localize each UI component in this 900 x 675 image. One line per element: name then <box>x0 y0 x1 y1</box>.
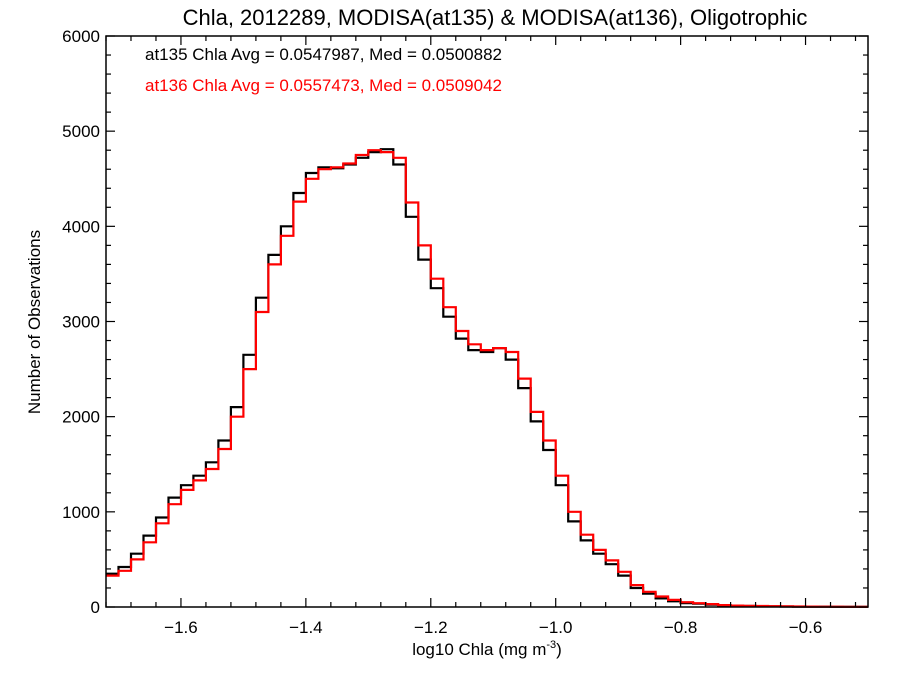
y-tick-label: 1000 <box>62 503 100 522</box>
y-tick-label: 0 <box>91 598 100 617</box>
y-tick-label: 3000 <box>62 313 100 332</box>
plot-frame <box>105 35 869 608</box>
x-tick-label: −1.2 <box>414 618 448 637</box>
x-axis-label-close: ) <box>556 640 562 659</box>
annotation-at136: at136 Chla Avg = 0.0557473, Med = 0.0509… <box>145 76 502 95</box>
x-axis-label: log10 Chla (mg m-3) <box>412 639 562 659</box>
y-tick-label: 5000 <box>62 122 100 141</box>
x-axis-label-superscript: -3 <box>546 639 556 651</box>
series-layer <box>106 148 868 608</box>
x-axis-label-main: log10 Chla (mg m <box>412 640 546 659</box>
x-tick-label: −1.0 <box>539 618 573 637</box>
ticks-layer: −1.6 −1.4 −1.2 −1.0 −0.8 −0.6 0 1000 2000 3000 400… <box>62 27 868 637</box>
y-tick-label: 2000 <box>62 408 100 427</box>
x-tick-label: −1.6 <box>164 618 198 637</box>
annotation-at135: at135 Chla Avg = 0.0547987, Med = 0.0500… <box>145 45 502 64</box>
chart-title: Chla, 2012289, MODISA(at135) & MODISA(at… <box>183 5 808 30</box>
x-tick-label: −0.8 <box>664 618 698 637</box>
y-tick-label: 6000 <box>62 27 100 46</box>
histogram-series-1 <box>106 149 868 608</box>
y-tick-label: 4000 <box>62 217 100 236</box>
x-tick-label: −0.6 <box>789 618 823 637</box>
y-axis-label: Number of Observations <box>25 230 44 414</box>
x-tick-label: −1.4 <box>289 618 323 637</box>
histogram-series-0 <box>106 148 868 608</box>
